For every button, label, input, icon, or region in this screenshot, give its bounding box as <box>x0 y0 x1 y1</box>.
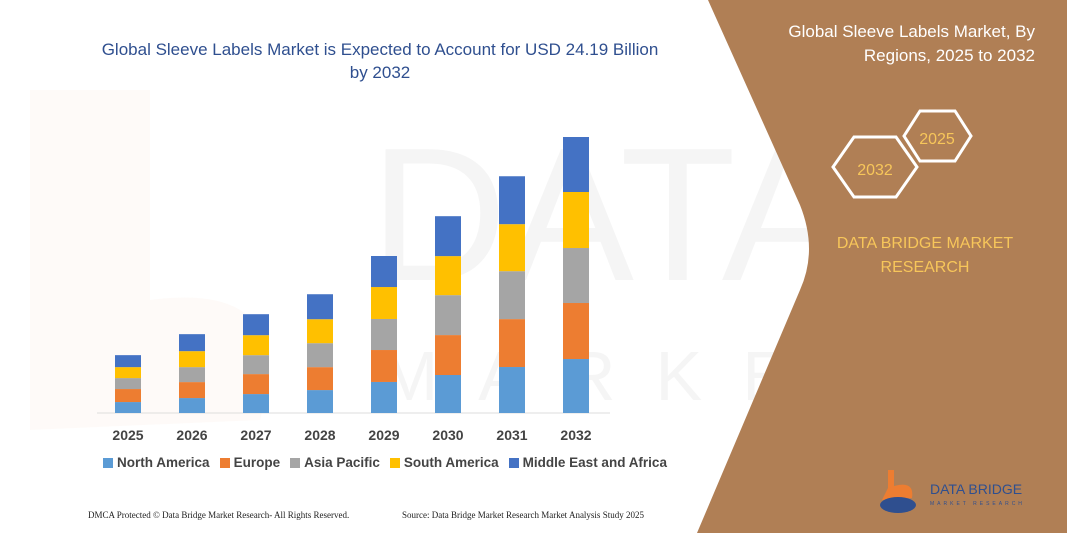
side-panel-shape <box>697 0 1067 533</box>
bar-segment-2026-north-america <box>179 398 205 413</box>
hex-end-year: 2032 <box>857 162 893 179</box>
legend-label: Europe <box>233 455 281 470</box>
legend-label: South America <box>403 455 499 470</box>
bar-segment-2029-europe <box>371 350 397 382</box>
bar-segment-2029-north-america <box>371 381 397 413</box>
bar-segment-2029-south-america <box>371 287 397 319</box>
bar-segment-2028-asia-pacific <box>307 343 333 368</box>
bar-segment-2031-middle-east-and-africa <box>499 176 525 225</box>
legend-item: North America <box>103 455 210 470</box>
x-tick-label: 2027 <box>240 427 271 443</box>
legend-label: Asia Pacific <box>304 455 380 470</box>
bar-segment-2030-asia-pacific <box>435 295 461 336</box>
bar-segment-2028-middle-east-and-africa <box>307 294 333 320</box>
bar-segment-2026-europe <box>179 382 205 399</box>
bar-segment-2028-north-america <box>307 390 333 413</box>
bar-segment-2032-europe <box>563 303 589 360</box>
bar-segment-2027-north-america <box>243 394 269 413</box>
bar-segment-2031-asia-pacific <box>499 271 525 320</box>
bar-segment-2032-asia-pacific <box>563 248 589 304</box>
legend: North America Europe Asia Pacific South Ame… <box>80 455 690 470</box>
legend-label: North America <box>117 455 210 470</box>
bar-segment-2027-asia-pacific <box>243 355 269 375</box>
legend-item: Middle East and Africa <box>508 455 667 470</box>
footer-source: Source: Data Bridge Market Research Mark… <box>402 510 644 520</box>
x-tick-label: 2030 <box>432 427 463 443</box>
bar-segment-2030-north-america <box>435 375 461 413</box>
legend-item: South America <box>389 455 499 470</box>
bar-segment-2032-north-america <box>563 359 589 413</box>
bar-segment-2026-asia-pacific <box>179 367 205 383</box>
bars <box>115 137 589 413</box>
legend-swatch <box>290 457 301 468</box>
footer-copyright: DMCA Protected © Data Bridge Market Rese… <box>88 510 350 520</box>
x-tick-label: 2032 <box>560 427 591 443</box>
bar-segment-2029-middle-east-and-africa <box>371 256 397 288</box>
legend-swatch <box>389 457 400 468</box>
x-tick-label: 2025 <box>112 427 143 443</box>
svg-text:DATA BRIDGE: DATA BRIDGE <box>930 481 1022 497</box>
svg-text:MARKET RESEARCH: MARKET RESEARCH <box>930 501 1025 507</box>
x-tick-label: 2026 <box>176 427 207 443</box>
bar-segment-2026-middle-east-and-africa <box>179 334 205 352</box>
bar-segment-2025-europe <box>115 389 141 403</box>
logo: DATA BRIDGE MARKET RESEARCH <box>880 470 1025 513</box>
bar-segment-2025-asia-pacific <box>115 378 141 390</box>
bar-segment-2032-south-america <box>563 191 589 249</box>
legend-swatch <box>219 457 230 468</box>
bar-segment-2026-south-america <box>179 351 205 368</box>
bar-segment-2028-south-america <box>307 319 333 344</box>
x-tick-label: 2028 <box>304 427 335 443</box>
bar-segment-2027-middle-east-and-africa <box>243 314 269 336</box>
bar-segment-2028-europe <box>307 367 333 391</box>
bar-segment-2032-middle-east-and-africa <box>563 137 589 192</box>
bar-segment-2029-asia-pacific <box>371 318 397 351</box>
bar-segment-2030-middle-east-and-africa <box>435 216 461 257</box>
legend-label: Middle East and Africa <box>522 455 667 470</box>
bar-segment-2027-south-america <box>243 335 269 356</box>
bar-segment-2030-europe <box>435 335 461 376</box>
side-panel-title: Global Sleeve Labels Market, By Regions,… <box>788 22 1035 65</box>
legend-swatch <box>103 457 114 468</box>
x-tick-label: 2029 <box>368 427 399 443</box>
legend-item: Europe <box>219 455 281 470</box>
bar-segment-2025-south-america <box>115 367 141 379</box>
bar-segment-2025-north-america <box>115 402 141 413</box>
brand-name: DATA BRIDGE MARKET RESEARCH <box>836 235 1014 276</box>
hexagon-2032 <box>831 135 919 199</box>
bar-segment-2031-north-america <box>499 367 525 413</box>
hex-start-year: 2025 <box>919 131 955 148</box>
x-ticks: 2025 2026 2027 2028 2029 2030 2031 2032 <box>112 427 591 443</box>
bar-segment-2027-europe <box>243 374 269 395</box>
bar-segment-2031-europe <box>499 319 525 368</box>
bar-segment-2031-south-america <box>499 224 525 272</box>
legend-swatch <box>508 457 519 468</box>
bar-segment-2030-south-america <box>435 256 461 296</box>
x-tick-label: 2031 <box>496 427 527 443</box>
chart-title: Global Sleeve Labels Market is Expected … <box>101 40 659 82</box>
hexagon-2025 <box>902 109 973 163</box>
bar-segment-2025-middle-east-and-africa <box>115 355 141 368</box>
legend-item: Asia Pacific <box>290 455 380 470</box>
